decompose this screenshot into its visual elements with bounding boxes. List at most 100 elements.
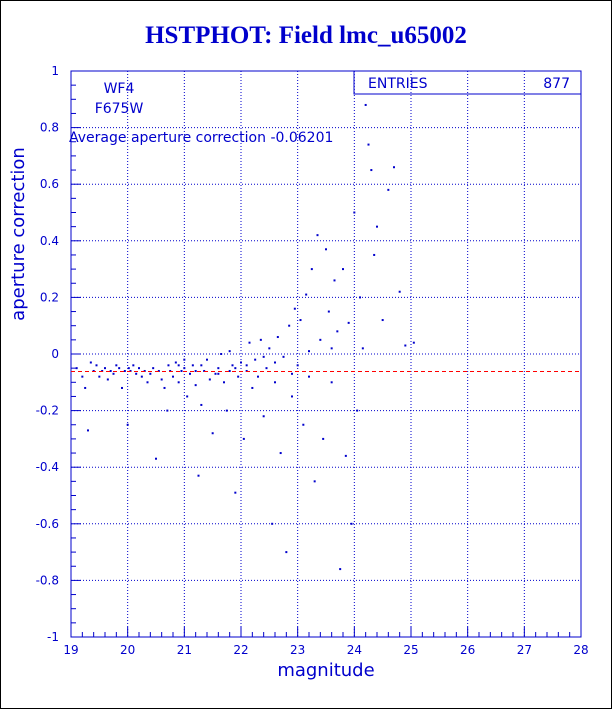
chip-label: WF4 <box>104 81 135 97</box>
data-point <box>412 341 415 344</box>
grid-lines <box>71 71 581 637</box>
data-point <box>194 384 197 387</box>
data-point <box>220 353 223 355</box>
data-point <box>155 457 157 460</box>
data-point <box>353 211 356 214</box>
data-point <box>330 347 333 350</box>
data-point <box>285 551 288 554</box>
data-point <box>225 409 228 412</box>
x-tick-label: 22 <box>233 643 248 657</box>
data-point <box>157 369 160 372</box>
x-tick-label: 21 <box>177 643 192 657</box>
y-axis-title: aperture correction <box>8 147 29 321</box>
data-point <box>248 341 251 344</box>
data-point <box>177 381 180 384</box>
data-point <box>217 367 220 370</box>
data-point <box>336 330 339 333</box>
data-point <box>245 369 248 372</box>
data-point <box>87 429 89 432</box>
x-tick-label: 26 <box>460 643 475 657</box>
data-point <box>308 350 310 353</box>
data-point <box>254 358 257 361</box>
data-point <box>259 338 262 341</box>
data-point <box>177 364 180 367</box>
data-point <box>104 367 106 370</box>
data-point <box>316 234 319 237</box>
data-point <box>296 364 299 367</box>
data-point <box>126 423 129 426</box>
stats-box <box>353 70 582 95</box>
y-tick-label: 0.4 <box>40 234 59 248</box>
data-point <box>240 361 242 364</box>
data-point <box>174 361 177 364</box>
data-point <box>322 437 325 440</box>
data-point <box>299 319 302 322</box>
x-axis-title: magnitude <box>277 660 374 681</box>
data-point <box>381 319 384 322</box>
data-point <box>98 375 101 378</box>
data-point <box>208 378 211 381</box>
data-point <box>305 293 308 296</box>
data-point <box>313 480 316 483</box>
stats-entries-label: ENTRIES <box>368 76 428 92</box>
data-point <box>129 369 132 372</box>
data-point <box>115 364 118 367</box>
data-point <box>183 358 186 361</box>
x-tick-label: 24 <box>347 643 362 657</box>
data-point <box>140 375 143 378</box>
data-point <box>200 403 203 406</box>
x-tick-label: 19 <box>63 643 78 657</box>
y-tick-label: -0.8 <box>36 573 59 587</box>
data-point <box>186 395 189 398</box>
data-point <box>228 350 231 353</box>
data-point <box>121 386 123 389</box>
data-point <box>95 364 98 367</box>
data-point <box>194 369 197 372</box>
data-point <box>262 355 265 358</box>
data-point <box>231 364 234 367</box>
data-point <box>271 522 274 525</box>
filter-label: F675W <box>95 101 144 117</box>
data-point <box>327 310 330 313</box>
x-tick-label: 25 <box>403 643 418 657</box>
data-point <box>370 169 373 172</box>
data-point <box>211 432 214 435</box>
data-point <box>339 568 342 571</box>
data-point <box>101 369 104 372</box>
data-point <box>398 290 401 293</box>
data-point <box>310 268 313 271</box>
y-tick-label: 0.2 <box>40 290 59 304</box>
data-point <box>191 364 194 367</box>
data-point <box>393 166 395 169</box>
data-point <box>282 355 285 358</box>
data-point <box>364 103 367 106</box>
data-point <box>347 321 350 324</box>
data-point <box>223 381 225 384</box>
data-point <box>89 361 92 364</box>
data-point <box>330 381 333 384</box>
data-point <box>291 395 293 398</box>
data-point <box>245 364 248 367</box>
data-point <box>251 386 254 389</box>
y-tick-label: 0.8 <box>40 121 59 135</box>
x-tick-label: 23 <box>290 643 305 657</box>
data-point <box>160 378 163 381</box>
data-point <box>279 452 282 455</box>
data-point <box>356 409 359 412</box>
data-point <box>276 336 279 339</box>
data-point <box>274 381 276 384</box>
data-points <box>75 103 415 571</box>
data-point <box>132 364 135 367</box>
data-point <box>234 491 237 494</box>
y-tick-label: 1 <box>51 64 59 78</box>
data-point <box>166 409 169 412</box>
data-point <box>274 361 276 364</box>
y-tick-label: -0.6 <box>36 517 59 531</box>
data-point <box>308 375 310 378</box>
data-point <box>118 367 121 370</box>
data-point <box>242 437 245 440</box>
data-point <box>265 367 268 370</box>
data-point <box>172 375 174 378</box>
y-tick-label: -0.4 <box>36 460 59 474</box>
